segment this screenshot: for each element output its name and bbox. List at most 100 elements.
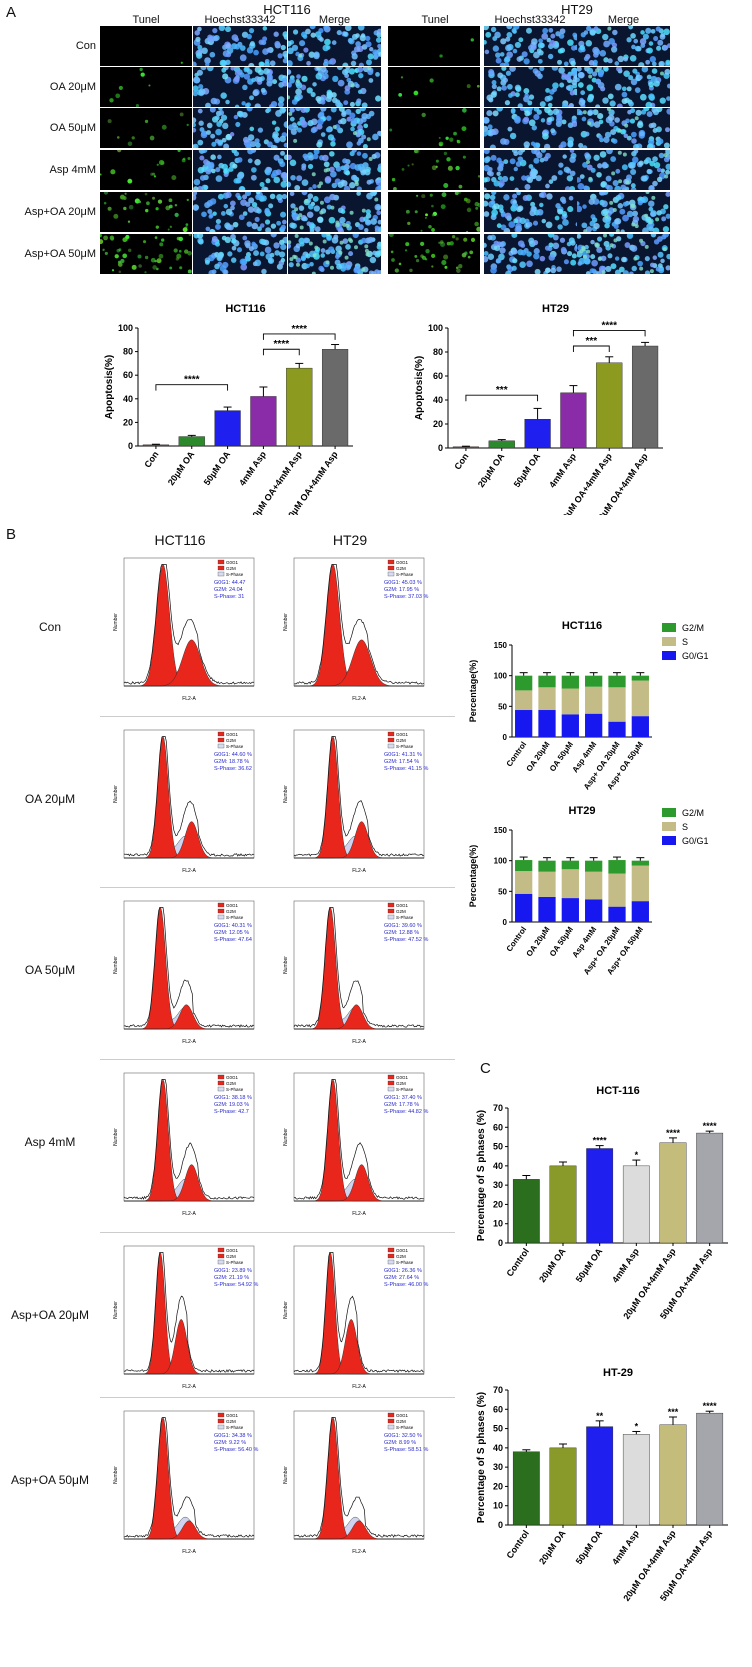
bar bbox=[622, 1165, 650, 1244]
flow-stat: S-Phase: 54.92 % bbox=[214, 1282, 258, 1288]
flow-y-label: Number bbox=[283, 1466, 289, 1484]
y-tick-label: 60 bbox=[123, 370, 133, 380]
row-divider bbox=[100, 1059, 455, 1060]
micrograph-image bbox=[388, 192, 480, 232]
significance-bracket bbox=[572, 345, 610, 352]
flow-legend-swatch bbox=[217, 914, 225, 920]
y-axis-label: Percentage(%) bbox=[468, 845, 478, 908]
x-tick-label: Con bbox=[452, 451, 470, 471]
flow-x-label: FL2-A bbox=[352, 1549, 366, 1555]
flow-stat: G2M: 27.64 % bbox=[384, 1275, 419, 1281]
significance-label: *** bbox=[668, 1407, 679, 1417]
row-divider bbox=[100, 1397, 455, 1398]
flow-legend-swatch bbox=[387, 908, 395, 914]
bar-g2m bbox=[561, 675, 579, 689]
flow-stat: G2M: 17.95 % bbox=[384, 587, 419, 593]
chart-title: HCT-116 bbox=[596, 1085, 639, 1097]
flow-col-hct116: HCT116 bbox=[154, 532, 206, 548]
flow-y-label: Number bbox=[283, 613, 289, 631]
y-tick-label: 70 bbox=[493, 1103, 503, 1113]
flow-legend-label: G2M bbox=[226, 1081, 236, 1086]
x-tick-label: 20μM OA bbox=[537, 1528, 568, 1566]
micrograph-image bbox=[193, 192, 287, 232]
micrograph-image bbox=[484, 108, 578, 148]
bar-g0g1 bbox=[631, 716, 649, 737]
flow-stat: G2M: 19.03 % bbox=[214, 1102, 249, 1108]
micro-row-label: Con bbox=[75, 40, 96, 52]
g2m-peak bbox=[124, 821, 254, 859]
bar-s bbox=[631, 680, 649, 717]
y-tick-label: 100 bbox=[494, 672, 508, 681]
flow-legend-label: G0G1 bbox=[396, 732, 409, 737]
x-tick-label: 50μM OA bbox=[574, 1246, 605, 1284]
g2m-peak bbox=[124, 1004, 254, 1030]
bar-s bbox=[585, 871, 603, 900]
significance-label: **** bbox=[274, 339, 290, 350]
micrograph-image bbox=[288, 26, 381, 66]
bar bbox=[586, 1426, 614, 1526]
bar bbox=[596, 362, 623, 449]
panel-a-letter: A bbox=[6, 4, 17, 21]
legend-swatch bbox=[662, 836, 676, 845]
bar-s bbox=[585, 686, 603, 714]
flow-stat: G0G1: 34.38 % bbox=[214, 1433, 252, 1439]
flow-stat: S-Phase: 36.62 bbox=[214, 766, 252, 772]
flow-legend-label: G0G1 bbox=[226, 560, 239, 565]
flow-legend-label: G0G1 bbox=[396, 903, 409, 908]
y-tick-label: 60 bbox=[433, 371, 443, 381]
micrograph-image bbox=[288, 108, 381, 148]
y-axis-label: Percentage of S phases (%) bbox=[476, 1110, 487, 1241]
flow-y-label: Number bbox=[113, 785, 119, 803]
flow-x-label: FL2-A bbox=[182, 696, 196, 702]
flow-stat: S-Phase: 42.7 bbox=[214, 1109, 249, 1115]
y-tick-label: 80 bbox=[433, 347, 443, 357]
y-tick-label: 150 bbox=[494, 641, 508, 650]
flow-legend-swatch bbox=[387, 743, 395, 749]
flow-stat: S-Phase: 37.03 % bbox=[384, 594, 428, 600]
micro-row-label: OA 50μM bbox=[49, 122, 96, 134]
bar bbox=[659, 1142, 687, 1244]
panel-c-letter: C bbox=[480, 1060, 491, 1077]
bar-g0g1 bbox=[585, 899, 603, 922]
bar-s bbox=[515, 871, 533, 894]
histogram-line bbox=[293, 564, 425, 685]
flow-stat: G2M: 21.19 % bbox=[214, 1275, 249, 1281]
histogram-line bbox=[293, 736, 425, 857]
y-tick-label: 100 bbox=[494, 857, 508, 866]
y-axis-label: Apoptosis(%) bbox=[104, 355, 115, 419]
flow-stat: S-Phase: 56.40 % bbox=[214, 1447, 258, 1453]
micro-row-label: OA 20μM bbox=[49, 81, 96, 93]
significance-label: **** bbox=[593, 1136, 608, 1146]
legend-swatch bbox=[662, 623, 676, 632]
flow-x-label: FL2-A bbox=[182, 1549, 196, 1555]
legend-label: G0/G1 bbox=[682, 651, 709, 661]
flow-legend-swatch bbox=[387, 731, 395, 737]
flow-y-label: Number bbox=[283, 1128, 289, 1146]
row-divider bbox=[100, 887, 455, 888]
chart-title: HT29 bbox=[542, 303, 569, 315]
flow-stat: G0G1: 44.47 bbox=[214, 580, 246, 586]
flow-y-label: Number bbox=[283, 956, 289, 974]
y-tick-label: 40 bbox=[433, 395, 443, 405]
bar-g0g1 bbox=[515, 893, 533, 922]
micrograph-image bbox=[288, 192, 381, 232]
y-tick-label: 0 bbox=[438, 443, 443, 453]
flow-row-label: OA 50μM bbox=[24, 963, 76, 977]
flow-legend-swatch bbox=[217, 737, 225, 743]
flow-stat: S-Phase: 31 bbox=[214, 594, 244, 600]
x-tick-label: 50μM OA bbox=[512, 451, 543, 489]
col-header-tunel-hct116: Tunel bbox=[132, 14, 160, 26]
significance-bracket bbox=[262, 333, 336, 340]
flow-legend-swatch bbox=[217, 1418, 225, 1424]
flow-stat: S-Phase: 41.15 % bbox=[384, 766, 428, 772]
flow-legend-swatch bbox=[387, 565, 395, 571]
flow-legend-label: G2M bbox=[226, 738, 236, 743]
x-tick-label: 4mM Asp bbox=[610, 1528, 641, 1567]
bar-g0g1 bbox=[608, 721, 626, 737]
bar-s bbox=[561, 688, 579, 715]
histogram-line bbox=[123, 1252, 255, 1373]
micrograph-image bbox=[484, 150, 578, 190]
